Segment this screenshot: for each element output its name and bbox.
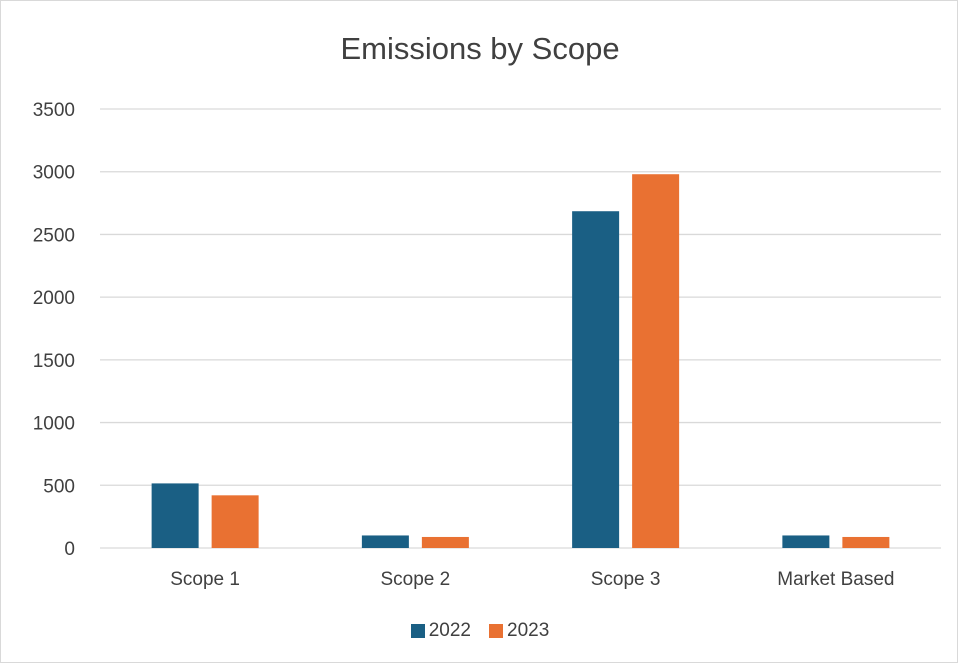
bar-2023-scope-1: [211, 495, 259, 548]
legend-label-2022: 2022: [428, 620, 471, 641]
y-tick-label: 1500: [33, 351, 75, 372]
y-tick-label: 2000: [33, 288, 75, 309]
y-tick-label: 1000: [33, 414, 75, 435]
y-tick-label: 3500: [33, 100, 75, 121]
y-tick-label: 3000: [33, 163, 75, 184]
bar-2022-scope-2: [361, 535, 409, 548]
x-category-label: Scope 1: [170, 569, 240, 590]
bar-2023-market-based: [842, 536, 890, 548]
legend-item-2023: 2023: [489, 620, 549, 642]
legend-swatch-2023: [489, 624, 503, 638]
y-axis-ticks: 0 500 1000 1500 2000 2500 3000 3500: [33, 100, 75, 560]
legend-label-2023: 2023: [507, 620, 550, 641]
x-category-label: Market Based: [777, 569, 894, 590]
bar-2022-scope-1: [151, 483, 199, 548]
legend: 2022 2023: [1, 620, 958, 642]
y-tick-label: 500: [43, 476, 75, 497]
x-axis-categories: Scope 1 Scope 2 Scope 3 Market Based: [170, 569, 894, 590]
bar-2022-market-based: [782, 535, 830, 548]
bar-2022-scope-3: [572, 211, 620, 548]
legend-item-2022: 2022: [410, 620, 471, 642]
y-tick-label: 0: [64, 539, 75, 560]
legend-swatch-2022: [410, 624, 425, 638]
y-tick-label: 2500: [33, 225, 75, 246]
bar-2023-scope-3: [632, 174, 680, 549]
gridlines: [100, 108, 941, 549]
bar-2023-scope-2: [421, 536, 469, 548]
x-category-label: Scope 2: [381, 569, 451, 590]
chart-title: Emissions by Scope: [340, 31, 620, 66]
x-category-label: Scope 3: [591, 569, 661, 590]
bars: [151, 174, 890, 549]
